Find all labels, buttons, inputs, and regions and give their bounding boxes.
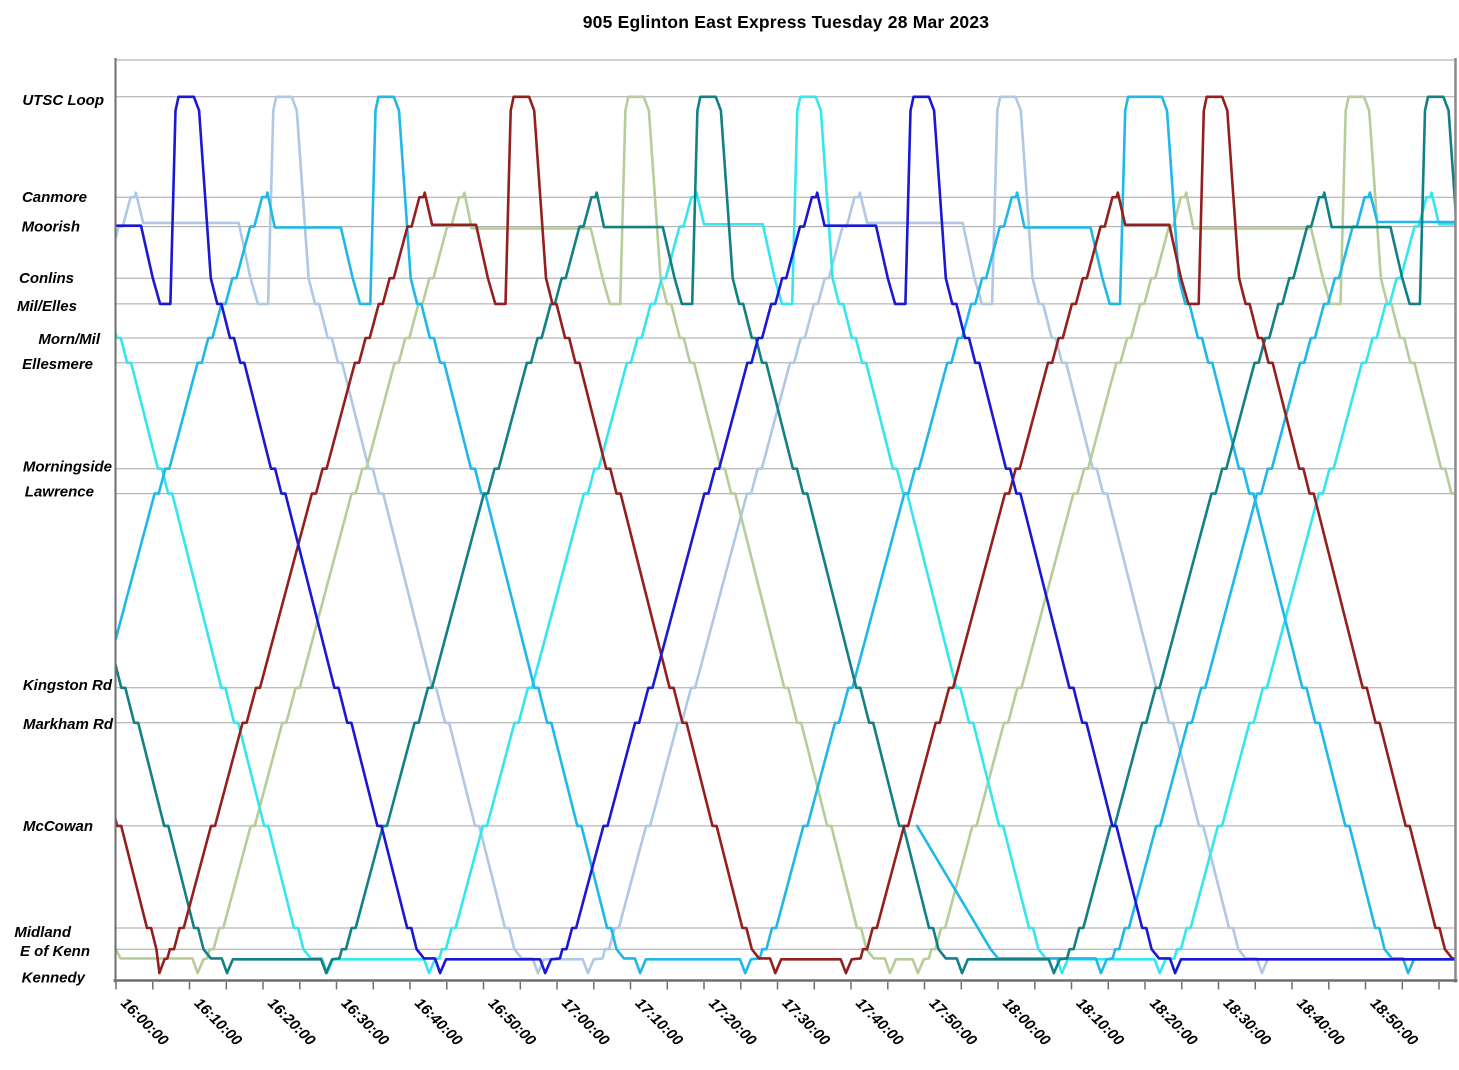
y-axis-label-kennedy: Kennedy bbox=[22, 970, 86, 987]
y-axis-label-kingston-rd: Kingston Rd bbox=[23, 677, 113, 694]
series-run-1-blue bbox=[115, 95, 1456, 975]
gridlines bbox=[115, 59, 1456, 981]
x-axis-label-162000: 16:20:00 bbox=[264, 995, 319, 1050]
y-axis-labels: UTSC Loop Canmore Moorish Conlins Mil/Elles M… bbox=[14, 92, 114, 987]
x-axis-label-171000: 17:10:00 bbox=[632, 995, 687, 1050]
x-axis-label-185000: 18:50:00 bbox=[1367, 995, 1422, 1050]
chart-title: 905 Eglinton East Express Tuesday 28 Mar… bbox=[582, 12, 990, 32]
x-axis-label-173000: 17:30:00 bbox=[779, 995, 834, 1050]
series-run-6-teal bbox=[115, 95, 1456, 975]
y-axis-label-utsc-loop: UTSC Loop bbox=[22, 92, 104, 109]
y-axis-label-e-of-kenn: E of Kenn bbox=[20, 943, 90, 960]
x-axis-label-160000: 16:00:00 bbox=[117, 995, 172, 1050]
y-axis-label-canmore: Canmore bbox=[22, 189, 87, 206]
series-run-3-sky-cyan bbox=[115, 95, 1456, 975]
y-axis-label-mccowan: McCowan bbox=[23, 818, 93, 835]
series-run-5-pale-green bbox=[115, 95, 1456, 975]
y-axis-label-moorish: Moorish bbox=[22, 219, 80, 236]
y-axis-label-markham-rd: Markham Rd bbox=[23, 716, 114, 733]
x-axis-label-180000: 18:00:00 bbox=[999, 995, 1054, 1050]
x-axis-label-183000: 18:30:00 bbox=[1220, 995, 1275, 1050]
x-axis-label-165000: 16:50:00 bbox=[485, 995, 540, 1050]
y-axis-label-ellesmere: Ellesmere bbox=[22, 356, 93, 373]
series-run-7-aqua bbox=[115, 95, 1456, 975]
y-axis-label-lawrence: Lawrence bbox=[25, 484, 94, 501]
x-axis-label-161000: 16:10:00 bbox=[191, 995, 246, 1050]
x-axis-labels: 16:00:00 16:10:00 16:20:00 16:30:00 16:40:00… bbox=[117, 995, 1421, 1050]
series-run-4-dark-red bbox=[115, 95, 1456, 975]
y-axis-label-morn-mil: Morn/Mil bbox=[38, 331, 100, 348]
x-axis-label-181000: 18:10:00 bbox=[1073, 995, 1128, 1050]
y-axis-label-midland: Midland bbox=[14, 924, 71, 941]
x-axis-label-172000: 17:20:00 bbox=[705, 995, 760, 1050]
series-lines bbox=[115, 95, 1456, 975]
y-axis-label-mil-elles: Mil/Elles bbox=[17, 298, 77, 315]
x-axis-label-164000: 16:40:00 bbox=[411, 995, 466, 1050]
x-axis-label-163000: 16:30:00 bbox=[338, 995, 393, 1050]
y-axis-label-morningside: Morningside bbox=[23, 459, 112, 476]
x-axis-label-174000: 17:40:00 bbox=[852, 995, 907, 1050]
x-axis-label-182000: 18:20:00 bbox=[1146, 995, 1201, 1050]
x-axis-label-184000: 18:40:00 bbox=[1293, 995, 1348, 1050]
x-axis-label-170000: 17:00:00 bbox=[558, 995, 613, 1050]
y-axis-label-conlins: Conlins bbox=[19, 270, 74, 287]
axes bbox=[113, 58, 1458, 990]
x-axis-label-175000: 17:50:00 bbox=[926, 995, 981, 1050]
series-run-2-light-steel bbox=[115, 95, 1456, 975]
